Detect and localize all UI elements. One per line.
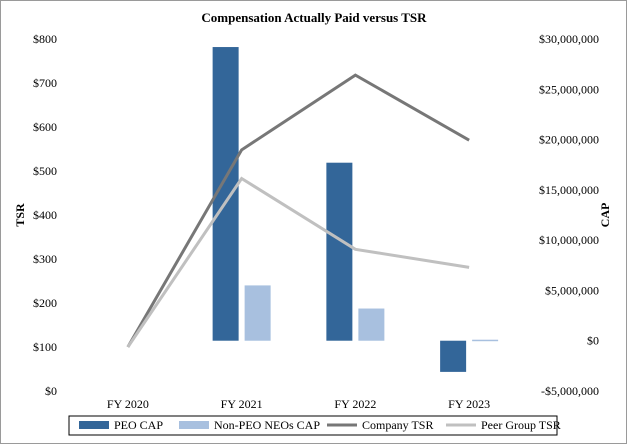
- left-tick-label: $600: [33, 120, 57, 134]
- left-axis-title: TSR: [13, 203, 27, 227]
- left-tick-label: $0: [45, 384, 57, 398]
- right-tick-label: $20,000,000: [539, 133, 599, 147]
- right-tick-label: $0: [587, 334, 599, 348]
- right-tick-label: $10,000,000: [539, 233, 599, 247]
- legend: PEO CAP Non-PEO NEOs CAP Company TSR Peer G…: [68, 415, 561, 436]
- legend-label-non-peo-neos-cap: Non-PEO NEOs CAP: [214, 418, 320, 432]
- legend-box: [68, 415, 558, 436]
- x-tick-label: FY 2021: [221, 397, 263, 411]
- bar-non-peo-neos-cap-2: [358, 308, 385, 341]
- legend-label-company-tsr: Company TSR: [362, 418, 433, 432]
- left-tick-label: $400: [33, 208, 57, 222]
- x-tick-label: FY 2020: [107, 397, 149, 411]
- right-tick-label: $25,000,000: [539, 82, 599, 96]
- right-axis-title: CAP: [598, 203, 612, 228]
- left-axis: $0 $100 $200 $300 $400 $500 $600 $700 $800: [33, 32, 57, 398]
- bar-series-group: [212, 47, 499, 372]
- x-tick-label: FY 2023: [448, 397, 490, 411]
- line-peer-group-tsr: [126, 176, 470, 348]
- x-tick-label: FY 2022: [334, 397, 376, 411]
- legend-swatch-peo-cap: [79, 421, 109, 429]
- right-tick-label: $30,000,000: [539, 32, 599, 46]
- bar-non-peo-neos-cap-3: [472, 339, 499, 342]
- left-tick-label: $100: [33, 340, 57, 354]
- bar-non-peo-neos-cap-1: [244, 285, 271, 341]
- bar-peo-cap-2: [326, 162, 353, 341]
- chart-title: Compensation Actually Paid versus TSR: [201, 10, 427, 25]
- legend-label-peer-group-tsr: Peer Group TSR: [481, 418, 561, 432]
- left-tick-label: $300: [33, 252, 57, 266]
- legend-label-peo-cap: PEO CAP: [114, 418, 163, 432]
- right-tick-label: -$5,000,000: [541, 384, 599, 398]
- right-tick-label: $15,000,000: [539, 183, 599, 197]
- x-axis: FY 2020 FY 2021 FY 2022 FY 2023: [107, 397, 490, 411]
- line-series-group: [126, 73, 470, 348]
- right-tick-label: $5,000,000: [545, 283, 599, 297]
- legend-swatch-non-peo-neos-cap: [179, 421, 209, 429]
- left-tick-label: $800: [33, 32, 57, 46]
- left-tick-label: $500: [33, 164, 57, 178]
- left-tick-label: $200: [33, 296, 57, 310]
- right-axis: -$5,000,000 $0 $5,000,000 $10,000,000 $15,00…: [539, 32, 599, 398]
- left-tick-label: $700: [33, 76, 57, 90]
- bar-peo-cap-3: [440, 340, 467, 372]
- line-company-tsr: [126, 73, 470, 348]
